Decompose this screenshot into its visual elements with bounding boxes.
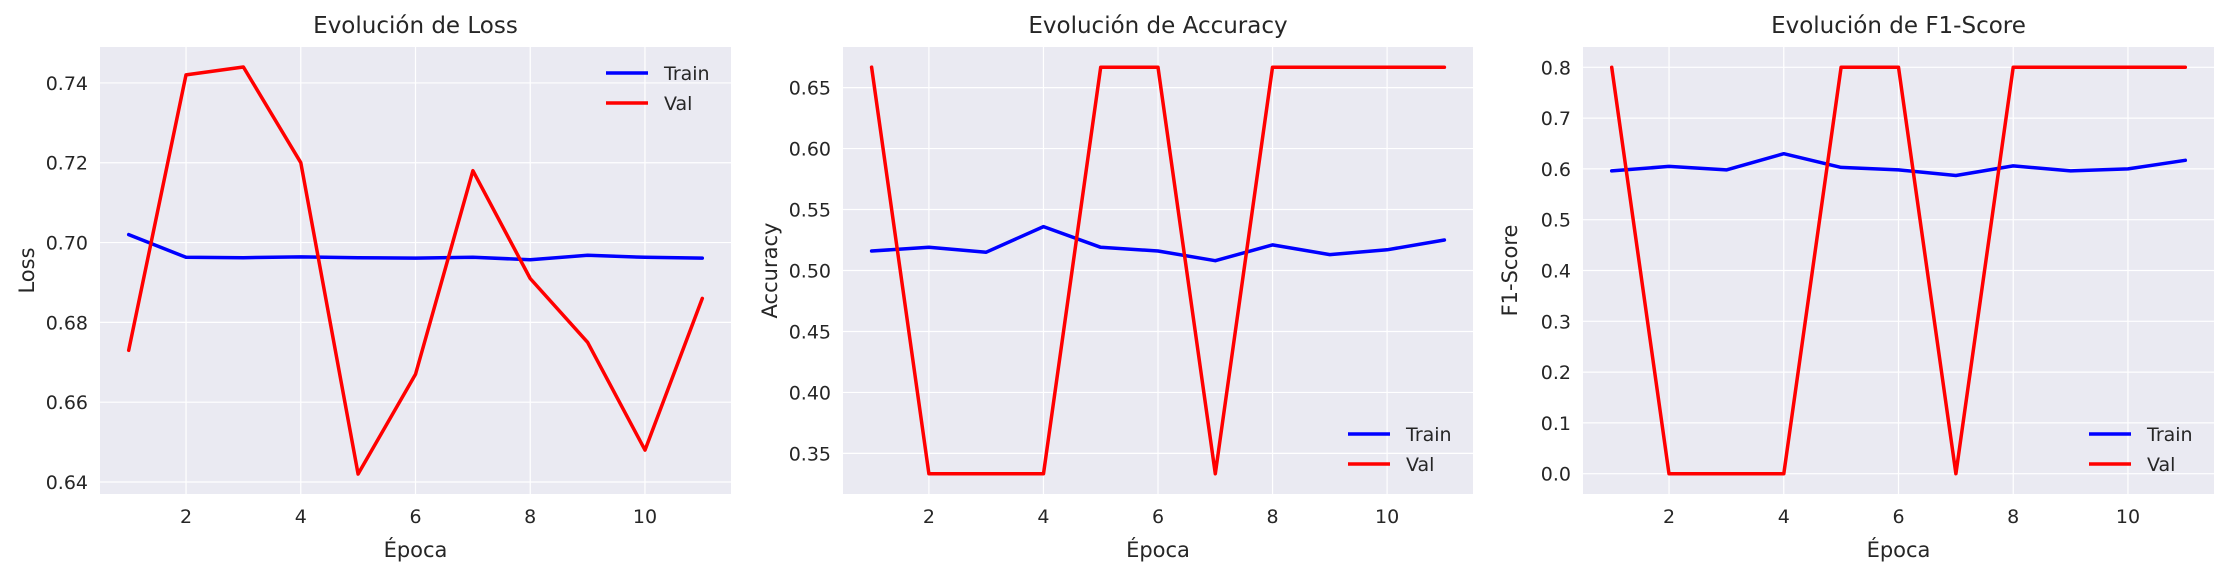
y-tick-label: 0.45 — [789, 321, 831, 343]
y-tick-label: 0.72 — [46, 153, 88, 175]
y-tick-label: 0.2 — [1541, 362, 1571, 384]
chart-title: Evolución de F1-Score — [1771, 13, 2026, 39]
legend-label: Val — [664, 93, 692, 115]
y-tick-label: 0.50 — [789, 261, 831, 283]
y-axis-label: F1-Score — [1498, 225, 1522, 317]
x-tick-label: 2 — [1663, 506, 1675, 528]
y-tick-label: 0.6 — [1541, 159, 1571, 181]
chart-title: Evolución de Loss — [313, 13, 518, 39]
y-tick-label: 0.64 — [46, 472, 88, 494]
x-axis-label: Época — [1126, 537, 1190, 562]
legend-label: Train — [663, 63, 710, 85]
y-tick-label: 0.8 — [1541, 57, 1571, 79]
x-tick-label: 10 — [1375, 506, 1399, 528]
series-line-train — [126, 232, 705, 262]
y-tick-label: 0.68 — [46, 312, 88, 334]
legend-label: Val — [1406, 454, 1434, 476]
legend: Train Val — [1348, 424, 1452, 476]
x-tick-label: 8 — [1266, 506, 1278, 528]
x-tick-label: 6 — [1152, 506, 1164, 528]
x-tick-label: 4 — [1037, 506, 1049, 528]
x-tick-label: 10 — [2116, 506, 2140, 528]
series-line-train — [1609, 151, 2188, 178]
legend: Train Val — [2089, 424, 2193, 476]
series-line-val — [869, 65, 1447, 476]
y-tick-label: 0.3 — [1541, 311, 1571, 333]
y-tick-label: 0.66 — [46, 392, 88, 414]
series-line-val — [126, 65, 705, 476]
y-tick-label: 0.1 — [1541, 413, 1571, 435]
y-tick-label: 0.40 — [789, 382, 831, 404]
y-tick-label: 0.4 — [1541, 261, 1571, 283]
y-tick-label: 0.70 — [46, 233, 88, 255]
y-tick-label: 0.0 — [1541, 464, 1571, 486]
x-axis-label: Época — [1867, 537, 1931, 562]
x-tick-label: 8 — [2007, 506, 2019, 528]
legend-label: Train — [1405, 424, 1452, 446]
y-tick-label: 0.5 — [1541, 210, 1571, 232]
legend-label: Val — [2147, 454, 2175, 476]
y-tick-label: 0.7 — [1541, 108, 1571, 130]
legend: Train Val — [606, 63, 710, 115]
y-tick-label: 0.35 — [789, 443, 831, 465]
x-tick-label: 6 — [1892, 506, 1904, 528]
y-tick-label: 0.60 — [789, 139, 831, 161]
series-line-val — [1609, 65, 2188, 476]
chart-title: Evolución de Accuracy — [1028, 13, 1287, 39]
y-axis-label: Accuracy — [758, 223, 782, 319]
legend-label: Train — [2146, 424, 2193, 446]
y-tick-label: 0.55 — [789, 200, 831, 222]
chart-panel-3: 2 4 6 8 10 0.0 0.1 0.2 0.3 0.4 0.5 0.6 0.7 0.8 Evoluci… — [1498, 13, 2214, 562]
x-tick-label: 2 — [180, 506, 192, 528]
x-tick-label: 10 — [633, 506, 657, 528]
y-axis-label: Loss — [15, 247, 39, 293]
x-tick-label: 6 — [409, 506, 421, 528]
chart-panel-2: 2 4 6 8 10 0.35 0.40 0.45 0.50 0.55 0.60 0.65 Evoluc… — [758, 13, 1473, 562]
y-tick-label: 0.74 — [46, 73, 88, 95]
series-line-train — [869, 224, 1447, 263]
x-tick-label: 4 — [1778, 506, 1790, 528]
x-tick-label: 4 — [295, 506, 307, 528]
x-tick-label: 8 — [524, 506, 536, 528]
x-tick-label: 2 — [923, 506, 935, 528]
chart-panel-1: 2 4 6 8 10 0.64 0.66 0.68 0.70 0.72 0.74 Evolución … — [15, 13, 731, 562]
y-tick-label: 0.65 — [789, 78, 831, 100]
x-axis-label: Época — [384, 537, 448, 562]
